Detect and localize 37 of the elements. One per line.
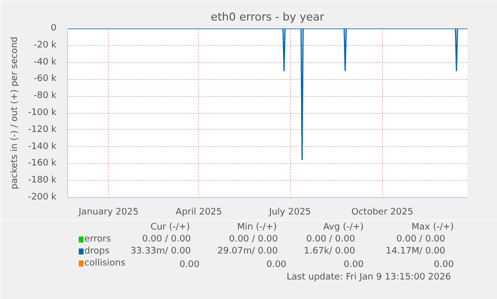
text: 0.00 <box>344 260 364 270</box>
text: 1.67k/ 0.00 <box>304 246 356 256</box>
y-tick-label: 0 <box>50 24 57 34</box>
text: 0.00 / 0.00 <box>306 234 356 244</box>
y-tick-label: -60 k <box>34 74 58 84</box>
y-tick-label: -200 k <box>28 192 58 202</box>
legend-label: collisions <box>84 258 126 268</box>
text: 0.00 / 0.00 <box>396 234 446 244</box>
y-tick-label: -160 k <box>28 158 58 169</box>
text: 0.00 <box>179 260 200 270</box>
y-tick-label: -100 k <box>28 108 58 118</box>
y-tick-label: -80 k <box>34 91 58 102</box>
text: 0.00 <box>266 260 287 270</box>
text: Min (-/+) <box>237 222 277 232</box>
x-tick-label: July 2025 <box>268 208 312 218</box>
y-axis-title: packets in (-) / out (+) per second <box>10 36 20 190</box>
text: 14.17M/ 0.00 <box>386 246 446 256</box>
text: 0.00 / 0.00 <box>229 234 278 244</box>
chart-title: eth0 errors - by year <box>210 10 325 24</box>
text: Avg (-/+) <box>323 222 364 232</box>
text: 33.33m/ 0.00 <box>130 246 192 256</box>
text: 0.00 / 0.00 <box>142 234 192 244</box>
text: Cur (-/+) <box>150 222 190 232</box>
text: Max (-/+) <box>412 222 454 232</box>
legend-label: drops <box>84 246 110 256</box>
text: 0.00 <box>434 260 454 270</box>
x-tick-label: January 2025 <box>78 208 139 218</box>
y-tick-label: -40 k <box>34 57 58 68</box>
legend-label: errors <box>84 234 112 244</box>
y-tick-label: -140 k <box>28 142 58 152</box>
x-tick-label: April 2025 <box>176 208 222 218</box>
text: Last update: Fri Jan 9 13:15:00 2026 <box>286 272 452 282</box>
y-tick-label: -180 k <box>28 176 58 186</box>
y-tick-label: -120 k <box>28 124 58 135</box>
y-tick-label: -20 k <box>34 40 58 50</box>
x-tick-label: October 2025 <box>351 208 414 218</box>
text: 29.07m/ 0.00 <box>217 246 278 256</box>
